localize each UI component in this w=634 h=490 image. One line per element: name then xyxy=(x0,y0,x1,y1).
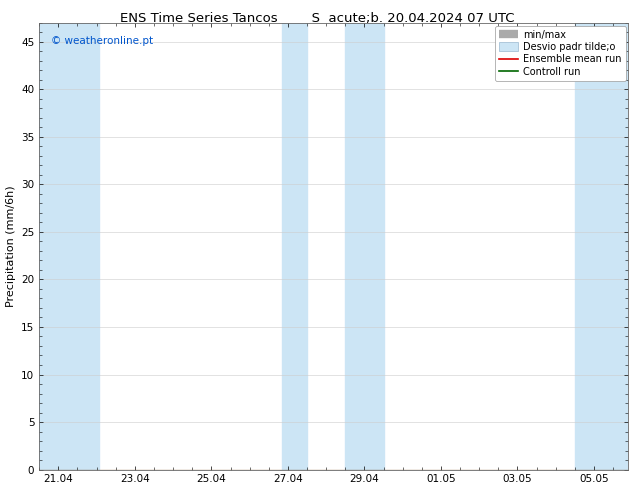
Bar xyxy=(346,23,384,469)
Bar xyxy=(39,23,98,469)
Text: ENS Time Series Tancos        S  acute;b. 20.04.2024 07 UTC: ENS Time Series Tancos S acute;b. 20.04.… xyxy=(120,12,514,25)
Y-axis label: Precipitation (mm/6h): Precipitation (mm/6h) xyxy=(6,185,16,307)
Bar xyxy=(575,23,628,469)
Legend: min/max, Desvio padr tilde;o, Ensemble mean run, Controll run: min/max, Desvio padr tilde;o, Ensemble m… xyxy=(495,25,626,81)
Bar xyxy=(282,23,307,469)
Text: © weatheronline.pt: © weatheronline.pt xyxy=(51,36,153,46)
